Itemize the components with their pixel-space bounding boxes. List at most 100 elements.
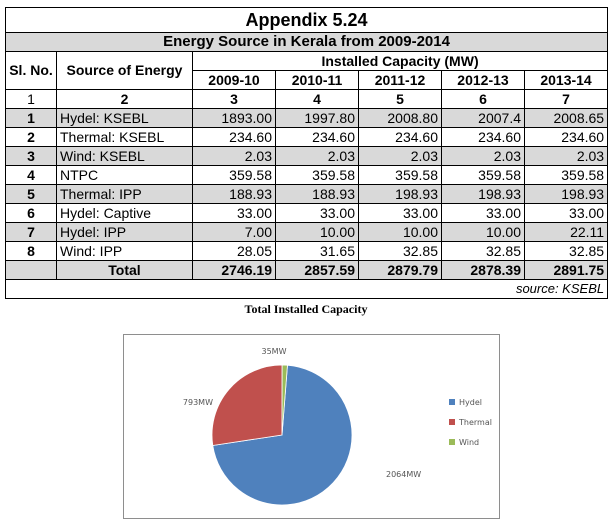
legend-label: Wind: [459, 438, 479, 447]
source-cell: Wind: KSEBL: [56, 146, 193, 166]
table-title: Energy Source in Kerala from 2009-2014: [4, 32, 609, 52]
capacity-cell: 234.60: [192, 127, 276, 147]
capacity-header: Installed Capacity (MW): [191, 51, 609, 71]
appendix-table: Appendix 5.24 Energy Source in Kerala fr…: [4, 7, 609, 299]
capacity-cell: 33.00: [441, 203, 525, 223]
sl-no-cell: 4: [5, 165, 57, 185]
source-cell: Hydel: IPP: [56, 222, 193, 242]
total-row: Total 2746.19 2857.59 2879.79 2878.39 28…: [5, 260, 609, 280]
source-cell: Thermal: IPP: [56, 184, 193, 204]
capacity-cell: 2.03: [358, 146, 442, 166]
table-row: 6 Hydel: Captive 33.00 33.00 33.00 33.00 33.00: [5, 203, 609, 223]
source-cell: Hydel: Captive: [56, 203, 193, 223]
year-header: 2010-11: [275, 70, 359, 90]
table-row: 7 Hydel: IPP 7.00 10.00 10.00 10.00 22.11: [5, 222, 609, 242]
capacity-cell: 2.03: [192, 146, 276, 166]
column-number: 5: [358, 89, 442, 109]
column-number: 7: [523, 89, 609, 109]
sl-no-cell: 8: [5, 241, 57, 261]
table-row: 1 Hydel: KSEBL 1893.00 1997.80 2008.80 2007.4…: [5, 108, 609, 128]
source-cell: NTPC: [56, 165, 193, 185]
capacity-cell: 33.00: [275, 203, 359, 223]
capacity-cell: 2.03: [275, 146, 359, 166]
total-value: 2891.75: [523, 260, 609, 280]
column-number: 4: [275, 89, 359, 109]
column-number: 1: [5, 89, 57, 109]
pie-chart: 2064MW 793MW 35MW Hydel Thermal Wind: [123, 334, 500, 519]
capacity-cell: 10.00: [441, 222, 525, 242]
capacity-cell: 2.03: [441, 146, 525, 166]
legend-swatch-hydel: [449, 399, 455, 405]
capacity-cell: 234.60: [358, 127, 442, 147]
capacity-cell: 198.93: [358, 184, 442, 204]
capacity-cell: 10.00: [358, 222, 442, 242]
total-value: 2746.19: [192, 260, 276, 280]
legend-label: Hydel: [459, 398, 482, 407]
capacity-cell: 234.60: [441, 127, 525, 147]
sl-no-cell: 3: [5, 146, 57, 166]
capacity-cell: 33.00: [358, 203, 442, 223]
total-label: Total: [56, 260, 193, 280]
pie-chart-svg: 2064MW 793MW 35MW Hydel Thermal Wind: [183, 347, 492, 506]
source-header: Source of Energy: [56, 51, 193, 90]
table-row: 2 Thermal: KSEBL 234.60 234.60 234.60 234.60 2…: [5, 127, 609, 147]
capacity-cell: 2008.80: [358, 108, 442, 128]
legend-label: Thermal: [458, 418, 492, 427]
capacity-cell: 33.00: [523, 203, 609, 223]
column-number: 6: [441, 89, 525, 109]
capacity-cell: 188.93: [275, 184, 359, 204]
capacity-cell: 198.93: [523, 184, 609, 204]
capacity-cell: 234.60: [523, 127, 609, 147]
source-cell: Thermal: KSEBL: [56, 127, 193, 147]
total-value: 2857.59: [275, 260, 359, 280]
capacity-cell: 1893.00: [192, 108, 276, 128]
capacity-cell: 10.00: [275, 222, 359, 242]
source-cell: Wind: IPP: [56, 241, 193, 261]
sl-no-cell: 1: [5, 108, 57, 128]
total-value: 2878.39: [441, 260, 525, 280]
table-row: 4 NTPC 359.58 359.58 359.58 359.58 359.58: [5, 165, 609, 185]
year-header: 2009-10: [192, 70, 276, 90]
total-value: 2879.79: [358, 260, 442, 280]
legend-swatch-thermal: [449, 419, 455, 425]
capacity-cell: 359.58: [275, 165, 359, 185]
column-number-row: 1 2 3 4 5 6 7: [5, 89, 609, 109]
legend-swatch-wind: [449, 439, 455, 445]
pie-slice-thermal: [211, 364, 283, 446]
year-header: 2012-13: [441, 70, 525, 90]
column-number: 2: [56, 89, 193, 109]
sl-no-cell: 2: [5, 127, 57, 147]
capacity-cell: 28.05: [192, 241, 276, 261]
sl-no-cell: 7: [5, 222, 57, 242]
capacity-cell: 22.11: [523, 222, 609, 242]
capacity-cell: 198.93: [441, 184, 525, 204]
capacity-cell: 2.03: [523, 146, 609, 166]
capacity-cell: 188.93: [192, 184, 276, 204]
data-label: 793MW: [183, 398, 213, 407]
capacity-cell: 359.58: [441, 165, 525, 185]
sl-no-header: Sl. No.: [5, 51, 57, 90]
sl-no-cell: 6: [5, 203, 57, 223]
appendix-title: Appendix 5.24: [4, 7, 609, 33]
column-number: 3: [192, 89, 276, 109]
capacity-cell: 32.85: [523, 241, 609, 261]
capacity-cell: 32.85: [358, 241, 442, 261]
source-note: source: KSEBL: [4, 279, 609, 299]
data-label: 35MW: [262, 347, 287, 356]
table-row: 3 Wind: KSEBL 2.03 2.03 2.03 2.03 2.03: [5, 146, 609, 166]
pie-slice-wind: [281, 364, 288, 436]
capacity-cell: 32.85: [441, 241, 525, 261]
capacity-cell: 234.60: [275, 127, 359, 147]
year-header: 2011-12: [358, 70, 442, 90]
capacity-cell: 2008.65: [523, 108, 609, 128]
capacity-cell: 359.58: [192, 165, 276, 185]
capacity-cell: 1997.80: [275, 108, 359, 128]
capacity-cell: 33.00: [192, 203, 276, 223]
capacity-cell: 31.65: [275, 241, 359, 261]
capacity-cell: 359.58: [358, 165, 442, 185]
table-row: 8 Wind: IPP 28.05 31.65 32.85 32.85 32.85: [5, 241, 609, 261]
source-cell: Hydel: KSEBL: [56, 108, 193, 128]
year-header: 2013-14: [523, 70, 609, 90]
table-row: 5 Thermal: IPP 188.93 188.93 198.93 198.93 198…: [5, 184, 609, 204]
capacity-cell: 359.58: [523, 165, 609, 185]
